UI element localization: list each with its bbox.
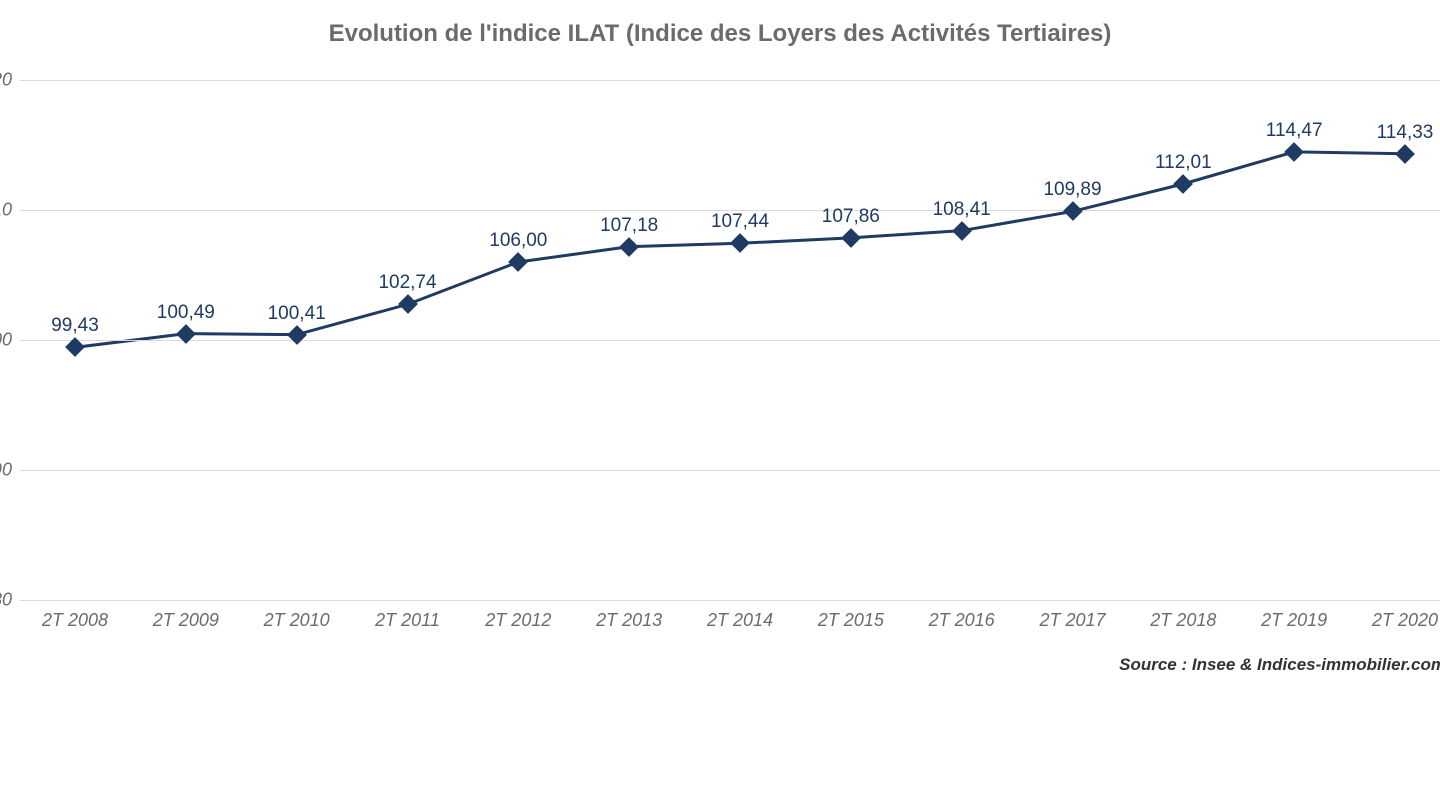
x-tick-label: 2T 2011 xyxy=(375,600,440,631)
x-tick-label: 2T 2019 xyxy=(1261,600,1327,631)
data-label: 114,33 xyxy=(1377,122,1434,144)
x-tick-label: 2T 2009 xyxy=(153,600,219,631)
data-label: 109,89 xyxy=(1043,179,1101,201)
data-label: 107,86 xyxy=(822,206,880,228)
x-tick-label: 2T 2013 xyxy=(596,600,662,631)
x-tick-label: 2T 2014 xyxy=(707,600,773,631)
chart-container: Evolution de l'indice ILAT (Indice des L… xyxy=(0,0,1440,810)
x-tick-label: 2T 2008 xyxy=(42,600,108,631)
data-label: 102,74 xyxy=(378,272,436,294)
x-tick-label: 2T 2020 xyxy=(1372,600,1438,631)
chart-title: Evolution de l'indice ILAT (Indice des L… xyxy=(0,20,1440,48)
data-label: 108,41 xyxy=(933,199,991,221)
x-tick-label: 2T 2010 xyxy=(264,600,330,631)
data-label: 100,49 xyxy=(157,302,215,324)
source-note: Source : Insee & Indices-immobilier.com xyxy=(1119,655,1440,675)
data-label: 107,18 xyxy=(600,215,658,237)
y-tick-label: 20 xyxy=(0,70,20,91)
x-tick-label: 2T 2012 xyxy=(485,600,551,631)
y-tick-label: 00 xyxy=(0,330,20,351)
x-tick-label: 2T 2018 xyxy=(1150,600,1216,631)
plot-area: 80900010202T 20082T 20092T 20102T 20112T… xyxy=(20,80,1440,600)
data-label: 99,43 xyxy=(51,315,99,337)
gridline xyxy=(20,470,1440,471)
x-tick-label: 2T 2015 xyxy=(818,600,884,631)
x-tick-label: 2T 2016 xyxy=(929,600,995,631)
gridline xyxy=(20,80,1440,81)
y-tick-label: 10 xyxy=(0,200,20,221)
data-label: 112,01 xyxy=(1155,152,1212,174)
gridline xyxy=(20,340,1440,341)
data-label: 100,41 xyxy=(268,303,326,325)
data-label: 114,47 xyxy=(1266,120,1323,142)
x-tick-label: 2T 2017 xyxy=(1039,600,1105,631)
y-tick-label: 80 xyxy=(0,590,20,611)
data-label: 107,44 xyxy=(711,211,769,233)
y-tick-label: 90 xyxy=(0,460,20,481)
data-label: 106,00 xyxy=(489,230,547,252)
